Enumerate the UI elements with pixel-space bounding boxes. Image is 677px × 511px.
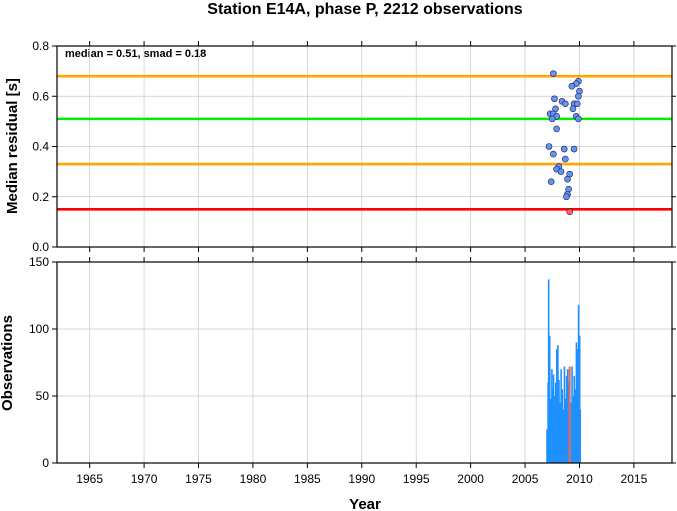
data-point [545,143,553,150]
data-point [575,115,582,123]
observation-bar [566,369,569,463]
observation-bar [570,402,572,463]
data-point [550,70,557,77]
outlier-point [566,208,573,216]
data-point [548,115,556,123]
observation-bar [575,342,578,463]
data-point [557,168,565,175]
x-tick-label: 1965 [76,472,103,486]
data-point [553,125,560,133]
y-tick-label: 0.0 [32,240,49,254]
observation-bar [554,382,557,463]
observation-bar [576,349,579,463]
data-point [575,92,582,100]
y-tick-label: 0.2 [32,190,49,204]
data-point [569,105,577,113]
x-tick-label: 1995 [403,472,430,486]
data-point [562,100,569,108]
observation-bar [572,396,574,463]
observation-bar [558,379,560,463]
observation-bar [557,345,559,463]
x-tick-label: 2000 [457,472,484,486]
stats-annotation: median = 0.51, smad = 0.18 [65,48,206,60]
y-tick-label: 100 [29,322,49,336]
observation-bar [547,279,550,463]
x-tick-label: 2005 [512,472,539,486]
y-tick-label: 0.6 [32,89,49,103]
y-tick-label: 0 [42,456,49,470]
observation-bar [578,335,581,463]
observations-frame [56,261,673,464]
data-point [574,100,581,108]
y-axis-label-observations: Observations [0,315,16,411]
observation-bar [548,335,551,463]
observation-bar [564,398,567,463]
data-point [560,145,568,153]
y-tick-label: 0.4 [32,140,49,154]
residual-frame [56,45,673,248]
data-point [563,193,570,201]
observations-panel: 1965 1970 1975 1980 1985 1990 1995 2000 2005 2010… [29,255,676,486]
chart-title: Station E14A, phase P, 2212 observations [207,1,522,18]
data-point [564,175,571,183]
observation-bar [573,375,576,463]
x-axis-label: Year [349,496,381,511]
observation-bar [552,374,555,463]
y-axis-label-residual: Median residual [s] [4,78,21,214]
observation-bar [571,366,573,463]
x-tick-label: 2015 [621,472,648,486]
observation-bar [546,429,548,463]
observation-bar [565,375,568,463]
y-tick-label: 150 [29,255,49,269]
observation-bar [577,304,580,463]
y-tick-label: 0.8 [32,39,49,53]
observation-bar [553,396,556,463]
data-point [562,155,569,163]
observation-bar [560,369,562,463]
data-point [547,178,555,185]
data-point [570,145,578,153]
observation-bar [561,389,564,463]
observation-bar [574,389,577,463]
observation-bar [550,398,552,463]
observation-bar [562,409,565,463]
observation-bar [563,366,566,463]
x-tick-label: 1980 [240,472,267,486]
x-tick-label: 1970 [131,472,158,486]
y-tick-label: 50 [36,389,50,403]
observation-bar [559,402,561,463]
x-tick-label: 1990 [348,472,375,486]
x-tick-label: 2010 [566,472,593,486]
observation-bar [551,369,553,463]
data-point [551,95,558,103]
observation-bar [556,349,558,463]
residual-panel: 0.0 0.2 0.4 0.6 0.8 [32,39,676,254]
x-tick-label: 1985 [294,472,321,486]
x-tick-label: 1975 [185,472,212,486]
data-point [550,150,557,158]
observation-bar [579,409,582,463]
data-point [568,82,576,90]
